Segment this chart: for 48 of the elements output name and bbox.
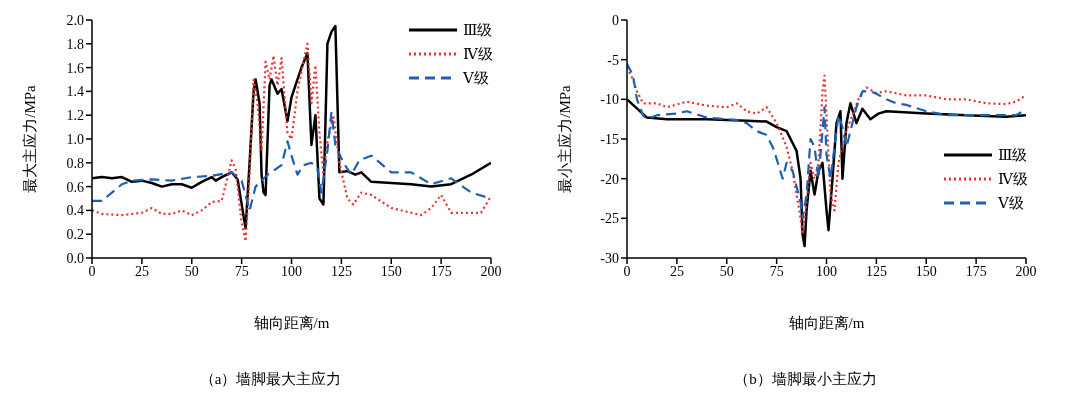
x-tick-label: 100 bbox=[281, 263, 302, 279]
x-tick-label: 75 bbox=[234, 263, 249, 279]
y-tick-label: 1.0 bbox=[66, 131, 84, 147]
x-tick-label: 100 bbox=[816, 263, 837, 279]
legend-label: Ⅴ级 bbox=[998, 194, 1024, 213]
legend-label: Ⅲ级 bbox=[998, 146, 1028, 165]
legend-label: Ⅳ级 bbox=[463, 45, 493, 64]
x-tick-label: 125 bbox=[865, 263, 887, 279]
text: （b）墙脚最小主应力 bbox=[733, 370, 878, 389]
x-tick-label: 50 bbox=[184, 263, 199, 279]
y-tick-label: -20 bbox=[600, 171, 619, 187]
y-tick-label: 0.2 bbox=[66, 227, 84, 243]
x-tick-label: 200 bbox=[1015, 263, 1037, 279]
x-tick-label: 25 bbox=[669, 263, 684, 279]
legend-label: Ⅴ级 bbox=[463, 69, 489, 88]
y-tick-label: 1.8 bbox=[66, 36, 84, 52]
y-axis-title: 最大主应力/MPa bbox=[22, 84, 39, 193]
y-tick-label: -25 bbox=[600, 211, 619, 227]
x-tick-label: 25 bbox=[134, 263, 149, 279]
x-tick-label: 50 bbox=[719, 263, 734, 279]
y-tick-label: 1.2 bbox=[66, 108, 84, 124]
y-tick-label: 2.0 bbox=[66, 12, 84, 28]
y-tick-label: 0.0 bbox=[66, 250, 84, 266]
x-tick-label: 150 bbox=[915, 263, 937, 279]
legend-label: Ⅳ级 bbox=[998, 170, 1028, 189]
x-tick-label: 75 bbox=[769, 263, 784, 279]
x-tick-label: 0 bbox=[623, 263, 631, 279]
y-tick-label: 0 bbox=[612, 12, 619, 28]
y-tick-label: -5 bbox=[607, 52, 619, 68]
y-tick-label: 0.6 bbox=[66, 179, 84, 195]
x-tick-label: 200 bbox=[480, 263, 502, 279]
text: （a）墙脚最大主应力 bbox=[198, 370, 343, 389]
y-axis-title: 最小主应力/MPa bbox=[557, 84, 574, 193]
y-tick-label: -10 bbox=[600, 92, 619, 108]
x-tick-label: 125 bbox=[330, 263, 352, 279]
x-tick-label: 175 bbox=[965, 263, 987, 279]
x-tick-label: 0 bbox=[88, 263, 96, 279]
x-tick-label: 150 bbox=[380, 263, 402, 279]
x-axis-title: 轴向距离/m bbox=[788, 315, 865, 331]
y-tick-label: 1.6 bbox=[66, 60, 84, 76]
y-tick-label: 0.8 bbox=[66, 155, 84, 171]
x-axis-title: 轴向距离/m bbox=[253, 315, 330, 331]
x-tick-label: 175 bbox=[430, 263, 452, 279]
y-tick-label: 1.4 bbox=[66, 84, 84, 100]
legend-label: Ⅲ级 bbox=[463, 21, 493, 40]
y-tick-label: -15 bbox=[600, 131, 619, 147]
y-tick-label: -30 bbox=[600, 250, 619, 266]
y-tick-label: 0.4 bbox=[66, 203, 84, 219]
